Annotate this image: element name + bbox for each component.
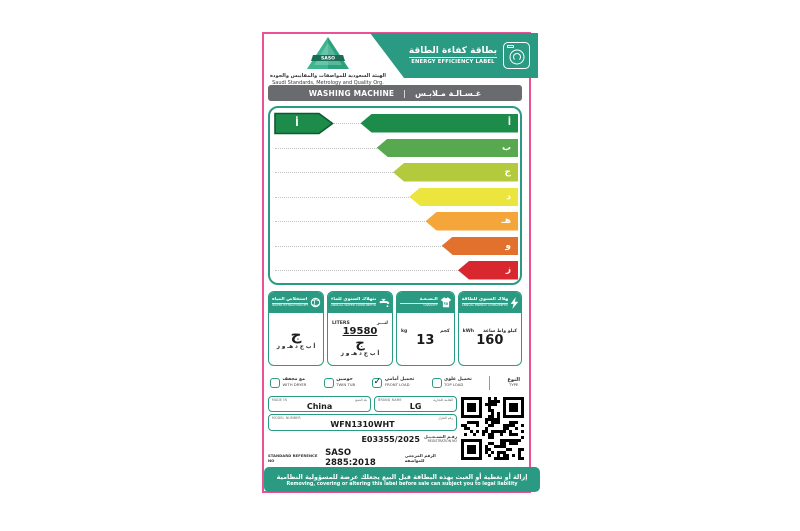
scale-row-a: أ أ xyxy=(270,111,520,136)
water-extraction-rating: ج xyxy=(290,325,302,344)
standard-reference-number: SASO 2885:2018 xyxy=(325,448,376,468)
annual-energy-header: الاستهلاك السنوي للطاقة ANNUAL ENERGY CO… xyxy=(458,292,521,313)
org-name-arabic: الهيئة السعودية للمواصفات والمقاييس والج… xyxy=(269,73,386,79)
scale-arrow-b: ب xyxy=(376,138,518,157)
product-name-arabic: غـسـالـة مـلابـس xyxy=(414,88,482,98)
energy-unit-arabic: كيلو واط ساعة xyxy=(483,329,517,335)
type-option-front-load: ✓ تحميل أمامي FRONT LOAD xyxy=(372,376,415,388)
capacity-unit-arabic: كجم xyxy=(440,329,450,335)
org-name-english: Saudi Standards, Metrology and Quality O… xyxy=(272,80,384,86)
scale-row-c: ج xyxy=(270,160,520,185)
qr-code xyxy=(461,397,524,460)
annual-energy-box: الاستهلاك السنوي للطاقة ANNUAL ENERGY CO… xyxy=(457,291,522,366)
capacity-value: 13 xyxy=(416,333,435,349)
scale-row-d: د xyxy=(270,185,520,210)
product-info-section: MADE IN بلد الصنع China BRAND NAME العلا… xyxy=(268,396,524,468)
annual-water-value: 19580 xyxy=(342,325,378,337)
type-option-top-load: تحميل علوي TOP LOAD xyxy=(431,377,472,388)
scale-arrow-f: و xyxy=(441,236,518,255)
faucet-icon xyxy=(379,298,390,308)
scale-row-e: هـ xyxy=(270,209,520,234)
product-name-english: WASHING MACHINE xyxy=(308,88,395,98)
annual-water-scale-letters: أ ب ج د هـ و ز xyxy=(340,351,380,358)
saso-org-block: SASO الهيئة السعودية للمواصفات والمقاييس… xyxy=(266,36,390,86)
rating-pointer-letter: أ xyxy=(295,118,299,129)
scale-row-b: ب xyxy=(270,136,520,161)
scale-arrow-a: أ xyxy=(360,114,518,133)
made-in-box: MADE IN بلد الصنع China xyxy=(268,396,372,412)
legal-warning-strip: إزالة أو تغطية أو العبث بهذه البطاقة قبل… xyxy=(264,467,540,492)
water-extraction-box: كفاءة استخلاص المياه WATER EXTRACTION EF… xyxy=(268,291,324,366)
energy-efficiency-label: SASO الهيئة السعودية للمواصفات والمقاييس… xyxy=(258,30,540,495)
washing-machine-icon xyxy=(503,42,530,69)
annual-water-header: الاستهلاك السنوي للماء ANNUAL WATER CONS… xyxy=(328,292,392,313)
spin-icon xyxy=(310,297,321,308)
top-load-checkbox xyxy=(431,377,442,388)
water-unit-arabic: لتـــر xyxy=(376,320,388,326)
product-category-bar: WASHING MACHINE | غـسـالـة مـلابـس xyxy=(268,85,522,101)
label-title-banner: بطاقة كفاءة الطاقة ENERGY EFFICIENCY LAB… xyxy=(370,33,538,78)
water-extraction-scale-letters: أ ب ج د هـ و ز xyxy=(276,344,316,351)
tshirt-icon: kg xyxy=(440,297,451,308)
lightning-icon xyxy=(510,296,519,309)
type-option-with-dryer: مع مجفف WITH DRYER xyxy=(270,377,306,388)
product-separator: | xyxy=(403,88,406,98)
scale-row-f: و xyxy=(270,234,520,259)
with-dryer-checkbox xyxy=(270,377,280,388)
banner-title-english: ENERGY EFFICIENCY LABEL xyxy=(408,57,497,65)
capacity-header: الـسـعـة CAPACITY kg xyxy=(397,292,454,313)
standard-reference-row: STANDARD REFERENCE NO SASO 2885:2018 الر… xyxy=(268,448,436,468)
efficiency-scale-panel: أ أ ب ج د هـ xyxy=(268,106,522,285)
scale-arrow-d: د xyxy=(409,187,518,206)
brand-name-box: BRAND NAME العلامة التجارية LG xyxy=(374,396,457,412)
banner-title-arabic: بطاقة كفاءة الطاقة xyxy=(408,46,497,56)
warning-text-arabic: إزالة أو تغطية أو العبث بهذه البطاقة قبل… xyxy=(276,472,528,481)
water-extraction-header: كفاءة استخلاص المياه WATER EXTRACTION EF… xyxy=(269,292,323,313)
rating-pointer: أ xyxy=(274,112,334,135)
registration-row: E03355/2025 رقـم التسـجـيـل REGISTRATION… xyxy=(361,434,457,444)
scale-arrow-c: ج xyxy=(393,163,518,182)
registration-number: E03355/2025 xyxy=(361,435,420,444)
type-label: النوع TYPE xyxy=(507,377,520,388)
capacity-box: الـسـعـة CAPACITY kg kg كجم 13 xyxy=(396,291,455,366)
annual-water-box: الاستهلاك السنوي للماء ANNUAL WATER CONS… xyxy=(327,291,393,366)
scale-arrow-e: هـ xyxy=(425,212,518,231)
model-number-box: MODEL NUMBER رقم الطراز WFN1310WHT xyxy=(268,414,457,431)
annual-energy-value: 160 xyxy=(476,333,504,349)
metrics-row: كفاءة استخلاص المياه WATER EXTRACTION EF… xyxy=(268,291,522,366)
type-option-twin-tub: حوضين TWIN TUB xyxy=(323,377,355,388)
machine-type-row: مع مجفف WITH DRYER حوضين TWIN TUB ✓ تحمي… xyxy=(268,371,522,394)
svg-text:kg: kg xyxy=(444,302,448,306)
scale-row-g: ز xyxy=(270,258,520,283)
warning-text-english: Removing, covering or altering this labe… xyxy=(286,481,518,487)
made-in-value: China xyxy=(306,401,333,411)
brand-name-value: LG xyxy=(409,401,422,411)
type-divider xyxy=(489,375,491,390)
model-number-value: WFN1310WHT xyxy=(330,419,395,429)
annual-water-rating: ج xyxy=(355,335,365,351)
energy-unit-english: kWh xyxy=(462,329,475,335)
banner-text: بطاقة كفاءة الطاقة ENERGY EFFICIENCY LAB… xyxy=(408,46,497,65)
twin-tub-checkbox xyxy=(323,377,334,388)
water-unit-english: LITERS xyxy=(332,320,350,326)
saso-logo-icon: SASO xyxy=(307,37,349,69)
capacity-unit-english: kg xyxy=(401,329,408,335)
saso-logo-text: SASO xyxy=(321,56,335,62)
front-load-checkbox-checked: ✓ xyxy=(372,376,383,388)
scale-arrow-g: ز xyxy=(458,261,518,280)
